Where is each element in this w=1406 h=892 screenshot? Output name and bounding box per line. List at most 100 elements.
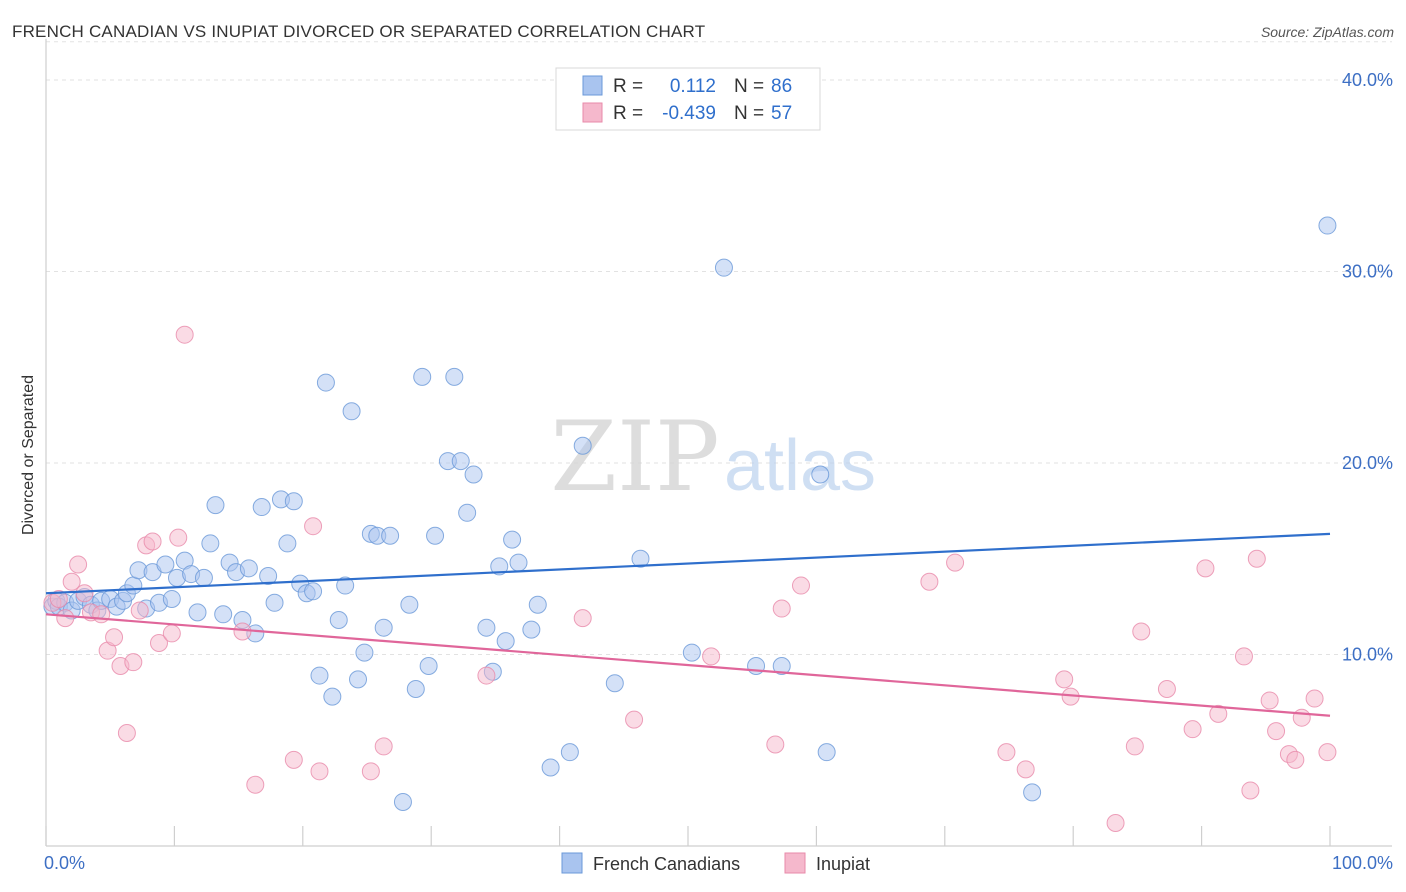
french-canadians-point	[304, 582, 323, 601]
french-canadians-point	[323, 687, 342, 706]
french-canadians-point	[451, 452, 470, 471]
legend-bottom-label-inupiat: Inupiat	[816, 854, 870, 874]
inupiat-point	[175, 325, 194, 344]
inupiat-point	[625, 710, 644, 729]
inupiat-point	[477, 666, 496, 685]
x-tick-label-min: 0.0%	[44, 853, 85, 873]
y-tick-labels: 10.0% 20.0% 30.0% 40.0%	[1342, 70, 1393, 665]
inupiat-point	[946, 553, 965, 572]
french-canadians-point	[445, 367, 464, 386]
inupiat-point	[310, 762, 329, 781]
legend-r-label-2: R =	[613, 103, 643, 124]
inupiat-point	[920, 572, 939, 591]
french-canadians-point	[714, 258, 733, 277]
inupiat-point	[573, 609, 592, 628]
x-tick-labels: 0.0% 100.0%	[44, 853, 1393, 873]
inupiat-point	[69, 555, 88, 574]
legend-series: French Canadians Inupiat	[561, 852, 870, 874]
french-canadians-point	[605, 674, 624, 693]
y-tick-label: 30.0%	[1342, 262, 1393, 282]
french-canadians-point	[573, 436, 592, 455]
inupiat-point	[105, 628, 124, 647]
french-canadians-point	[458, 503, 477, 522]
french-canadians-point	[124, 576, 143, 595]
inupiat-point	[1318, 743, 1337, 762]
french-canadians-point	[252, 498, 271, 517]
legend-stats: R = 0.112 N = 86 R = -0.439 N = 57	[555, 67, 821, 131]
inupiat-point	[92, 605, 111, 624]
french-canadians-point	[1023, 783, 1042, 802]
inupiat-point	[149, 634, 168, 653]
inupiat-point	[374, 737, 393, 756]
french-canadians-point	[355, 643, 374, 662]
french-canadians-point	[393, 792, 412, 811]
french-canadians-point	[400, 595, 419, 614]
inupiat-point	[772, 599, 791, 618]
y-axis-label: Divorced or Separated	[20, 375, 37, 535]
series-french-canadians	[43, 216, 1337, 811]
inupiat-point	[1241, 781, 1260, 800]
inupiat-point	[997, 743, 1016, 762]
french-canadians-point	[188, 603, 207, 622]
french-canadians-point	[464, 465, 483, 484]
inupiat-point	[1016, 760, 1035, 779]
inupiat-point	[1157, 679, 1176, 698]
inupiat-point	[1260, 691, 1279, 710]
inupiat-point	[361, 762, 380, 781]
inupiat-point	[169, 528, 188, 547]
inupiat-point	[1196, 559, 1215, 578]
inupiat-point	[56, 609, 75, 628]
legend-r-label-1: R =	[613, 76, 643, 97]
french-canadians-point	[265, 593, 284, 612]
y-tick-label: 40.0%	[1342, 70, 1393, 90]
trend-lines	[45, 532, 1331, 717]
inupiat-point	[143, 532, 162, 551]
french-canadians-point	[1318, 216, 1337, 235]
x-tick-label-max: 100.0%	[1332, 853, 1393, 873]
trend-line-french-canadians	[45, 532, 1331, 595]
inupiat-point	[1106, 814, 1125, 833]
inupiat-point	[1125, 737, 1144, 756]
legend-n-value-2: 57	[771, 103, 792, 124]
legend-n-label-1: N =	[734, 76, 764, 97]
french-canadians-point	[560, 743, 579, 762]
french-canadians-point	[528, 595, 547, 614]
french-canadians-point	[342, 402, 361, 421]
french-canadians-point	[477, 618, 496, 637]
french-canadians-point	[284, 492, 303, 511]
legend-n-value-1: 86	[771, 76, 792, 97]
french-canadians-point	[194, 568, 213, 587]
trend-line-inupiat	[45, 613, 1331, 717]
inupiat-point	[246, 775, 265, 794]
french-canadians-point	[206, 496, 225, 515]
french-canadians-point	[811, 465, 830, 484]
inupiat-point	[75, 584, 94, 603]
legend-n-label-2: N =	[734, 103, 764, 124]
inupiat-point	[1267, 722, 1286, 741]
french-canadians-point	[541, 758, 560, 777]
inupiat-point	[233, 622, 252, 641]
french-canadians-point	[381, 526, 400, 545]
inupiat-point	[117, 724, 136, 743]
chart-title: FRENCH CANADIAN VS INUPIAT DIVORCED OR S…	[12, 22, 706, 41]
axes	[45, 38, 1392, 847]
inupiat-point	[791, 576, 810, 595]
french-canadians-point	[413, 367, 432, 386]
french-canadians-point	[490, 557, 509, 576]
series-inupiat	[43, 325, 1337, 833]
french-canadians-point	[310, 666, 329, 685]
watermark-zip: ZIP	[550, 401, 719, 513]
legend-swatch-inupiat	[582, 102, 603, 123]
legend-bottom-swatch-french	[561, 852, 583, 874]
inupiat-point	[62, 572, 81, 591]
french-canadians-point	[682, 643, 701, 662]
inupiat-point	[1286, 750, 1305, 769]
inupiat-point	[162, 624, 181, 643]
inupiat-point	[304, 517, 323, 536]
legend-swatch-french	[582, 75, 603, 96]
french-canadians-point	[509, 553, 528, 572]
french-canadians-point	[419, 656, 438, 675]
french-canadians-point	[426, 526, 445, 545]
inupiat-point	[130, 601, 149, 620]
